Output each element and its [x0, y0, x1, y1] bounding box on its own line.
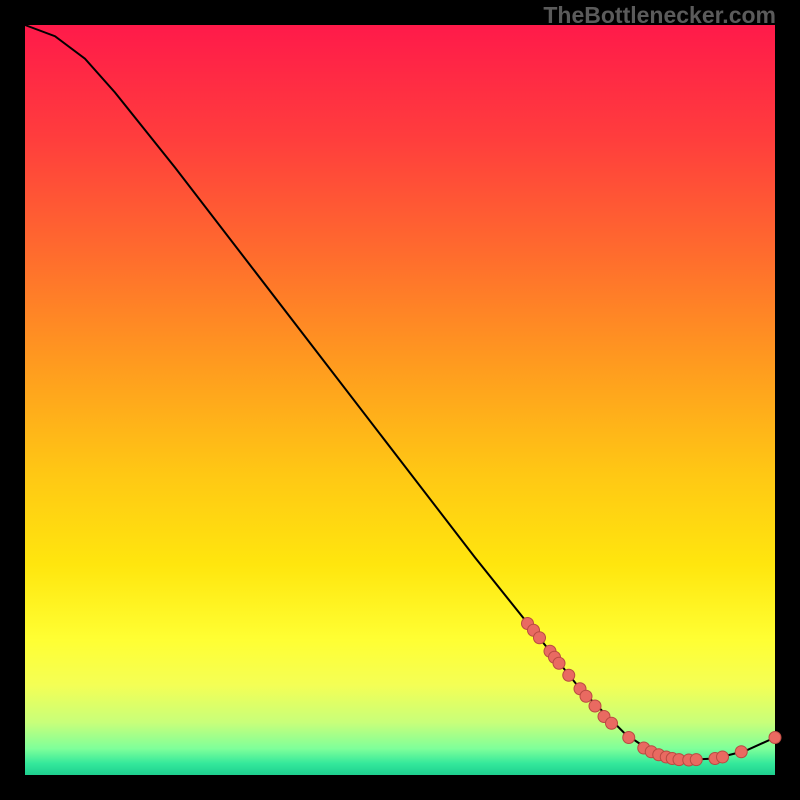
data-marker — [563, 669, 575, 681]
data-marker — [690, 754, 702, 766]
plot-background — [25, 25, 775, 775]
data-marker — [717, 751, 729, 763]
data-marker — [769, 732, 781, 744]
data-marker — [623, 732, 635, 744]
watermark-text: TheBottlenecker.com — [543, 2, 776, 29]
chart-svg — [0, 0, 800, 800]
data-marker — [589, 700, 601, 712]
data-marker — [553, 657, 565, 669]
data-marker — [534, 632, 546, 644]
data-marker — [735, 746, 747, 758]
data-marker — [580, 690, 592, 702]
data-marker — [606, 717, 618, 729]
bottleneck-chart: TheBottlenecker.com — [0, 0, 800, 800]
